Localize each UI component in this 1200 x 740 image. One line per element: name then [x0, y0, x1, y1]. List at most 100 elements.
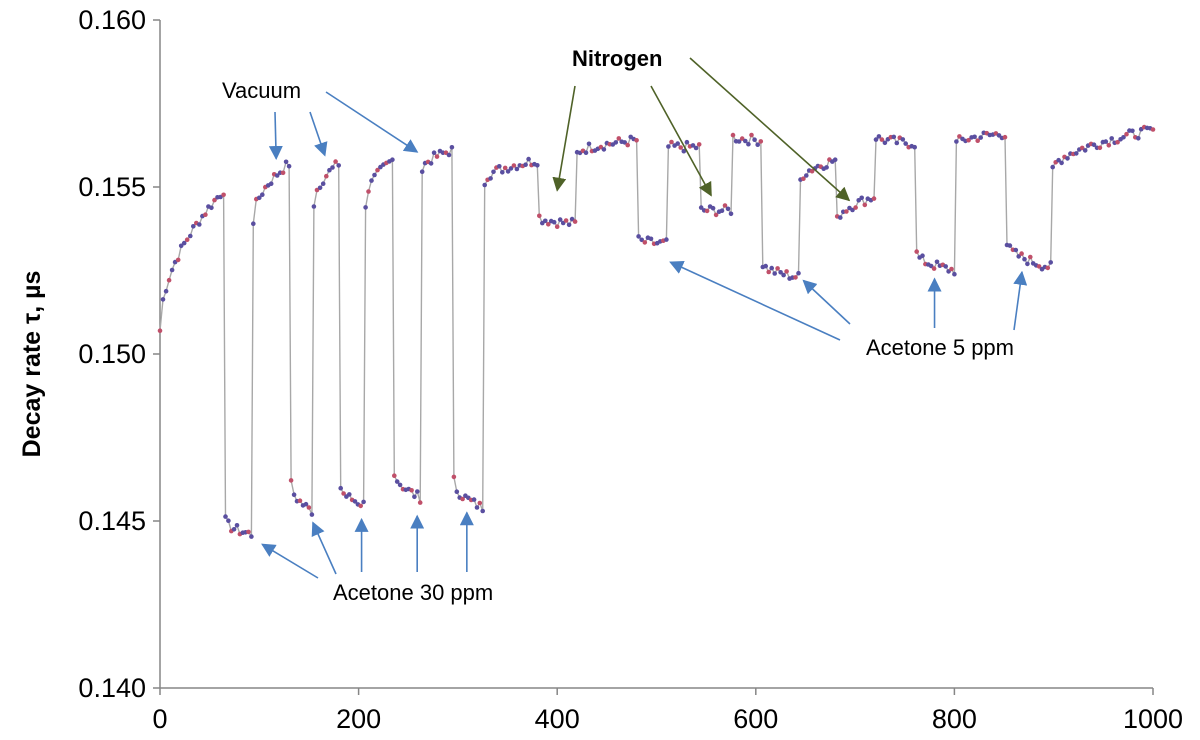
- data-point: [480, 508, 486, 514]
- data-point: [546, 222, 551, 227]
- data-point: [526, 156, 531, 162]
- data-point: [451, 474, 457, 480]
- data-point: [778, 270, 783, 275]
- data-point: [931, 266, 937, 271]
- data-point: [341, 491, 346, 496]
- data-point: [749, 132, 754, 138]
- data-point: [613, 140, 619, 145]
- series-line: [159, 126, 1154, 540]
- data-point: [303, 501, 309, 507]
- data-point: [1025, 261, 1030, 267]
- data-point: [330, 165, 335, 170]
- acetone-5-arrow: [669, 261, 841, 341]
- data-point: [428, 161, 434, 166]
- data-point: [1150, 127, 1156, 132]
- data-point: [221, 192, 226, 198]
- data-point: [327, 167, 332, 173]
- data-point: [491, 169, 496, 175]
- data-point: [1124, 131, 1129, 137]
- y-tick-label: 0.145: [78, 506, 146, 536]
- data-point: [728, 211, 734, 217]
- data-point: [157, 328, 163, 334]
- axes: 0.140 0.145 0.150 0.155 0.160 0 200 400 600 800 10…: [18, 5, 1183, 734]
- data-point: [730, 132, 736, 138]
- data-point: [209, 205, 214, 211]
- data-point: [934, 259, 940, 265]
- data-point: [1065, 156, 1070, 161]
- vacuum-arrow: [325, 91, 419, 153]
- data-point: [666, 144, 671, 149]
- data-point: [449, 145, 455, 150]
- data-point: [838, 215, 843, 220]
- data-point: [336, 163, 342, 168]
- data-point: [392, 473, 397, 479]
- data-point: [363, 205, 368, 210]
- data-point: [417, 500, 423, 505]
- data-point: [511, 163, 517, 168]
- data-point: [996, 133, 1002, 138]
- acetone-30-label: Acetone 30 ppm: [333, 580, 493, 605]
- data-point: [369, 178, 374, 183]
- data-point: [601, 147, 607, 152]
- data-point: [1016, 254, 1021, 259]
- data-point: [397, 482, 403, 488]
- data-point: [175, 257, 181, 263]
- data-point: [957, 134, 962, 139]
- data-point: [557, 217, 563, 222]
- data-point: [203, 212, 208, 217]
- data-point: [978, 135, 983, 140]
- data-point: [796, 270, 801, 276]
- x-tick-label: 200: [336, 704, 381, 734]
- y-tick-label: 0.155: [78, 172, 146, 202]
- data-point: [710, 205, 716, 211]
- x-tick-label: 1000: [1123, 704, 1183, 734]
- data-point: [375, 167, 380, 173]
- annotation-layer: [261, 57, 1028, 579]
- y-tick-label: 0.140: [78, 673, 146, 703]
- data-point: [804, 173, 809, 178]
- y-axis-label: Decay rate τ, µs: [18, 271, 46, 458]
- data-point: [1103, 139, 1109, 144]
- data-point: [460, 496, 465, 502]
- x-tick-label: 800: [932, 704, 977, 734]
- data-point: [320, 181, 326, 186]
- data-point: [784, 269, 789, 274]
- data-point: [639, 237, 644, 243]
- data-point: [268, 181, 274, 186]
- data-point: [793, 275, 798, 280]
- data-point: [419, 169, 425, 174]
- data-point: [497, 164, 502, 169]
- data-point: [306, 505, 312, 510]
- data-point: [333, 159, 338, 164]
- data-point: [775, 266, 780, 271]
- data-point: [763, 263, 768, 269]
- data-point: [622, 140, 627, 145]
- data-point: [809, 168, 815, 174]
- data-point: [283, 159, 289, 165]
- data-point: [664, 237, 669, 242]
- data-point: [625, 142, 630, 148]
- data-point: [900, 137, 906, 142]
- data-point: [317, 185, 323, 191]
- data-point: [160, 297, 166, 302]
- acetone-30-arrow: [311, 521, 337, 575]
- data-point: [636, 234, 641, 239]
- data-point: [1091, 142, 1097, 147]
- data-point: [181, 240, 187, 246]
- y-tick-label: 0.150: [78, 339, 146, 369]
- data-point: [634, 138, 639, 143]
- data-point: [184, 237, 190, 242]
- data-point: [234, 523, 240, 528]
- data-point: [488, 176, 493, 181]
- data-point: [358, 503, 364, 509]
- data-point: [903, 141, 908, 146]
- data-point: [197, 222, 202, 227]
- data-point: [291, 492, 297, 498]
- data-point: [746, 141, 751, 147]
- data-point: [1097, 145, 1103, 151]
- data-point: [178, 243, 184, 249]
- data-point: [412, 494, 417, 500]
- data-point: [502, 165, 508, 171]
- data-point: [434, 154, 440, 159]
